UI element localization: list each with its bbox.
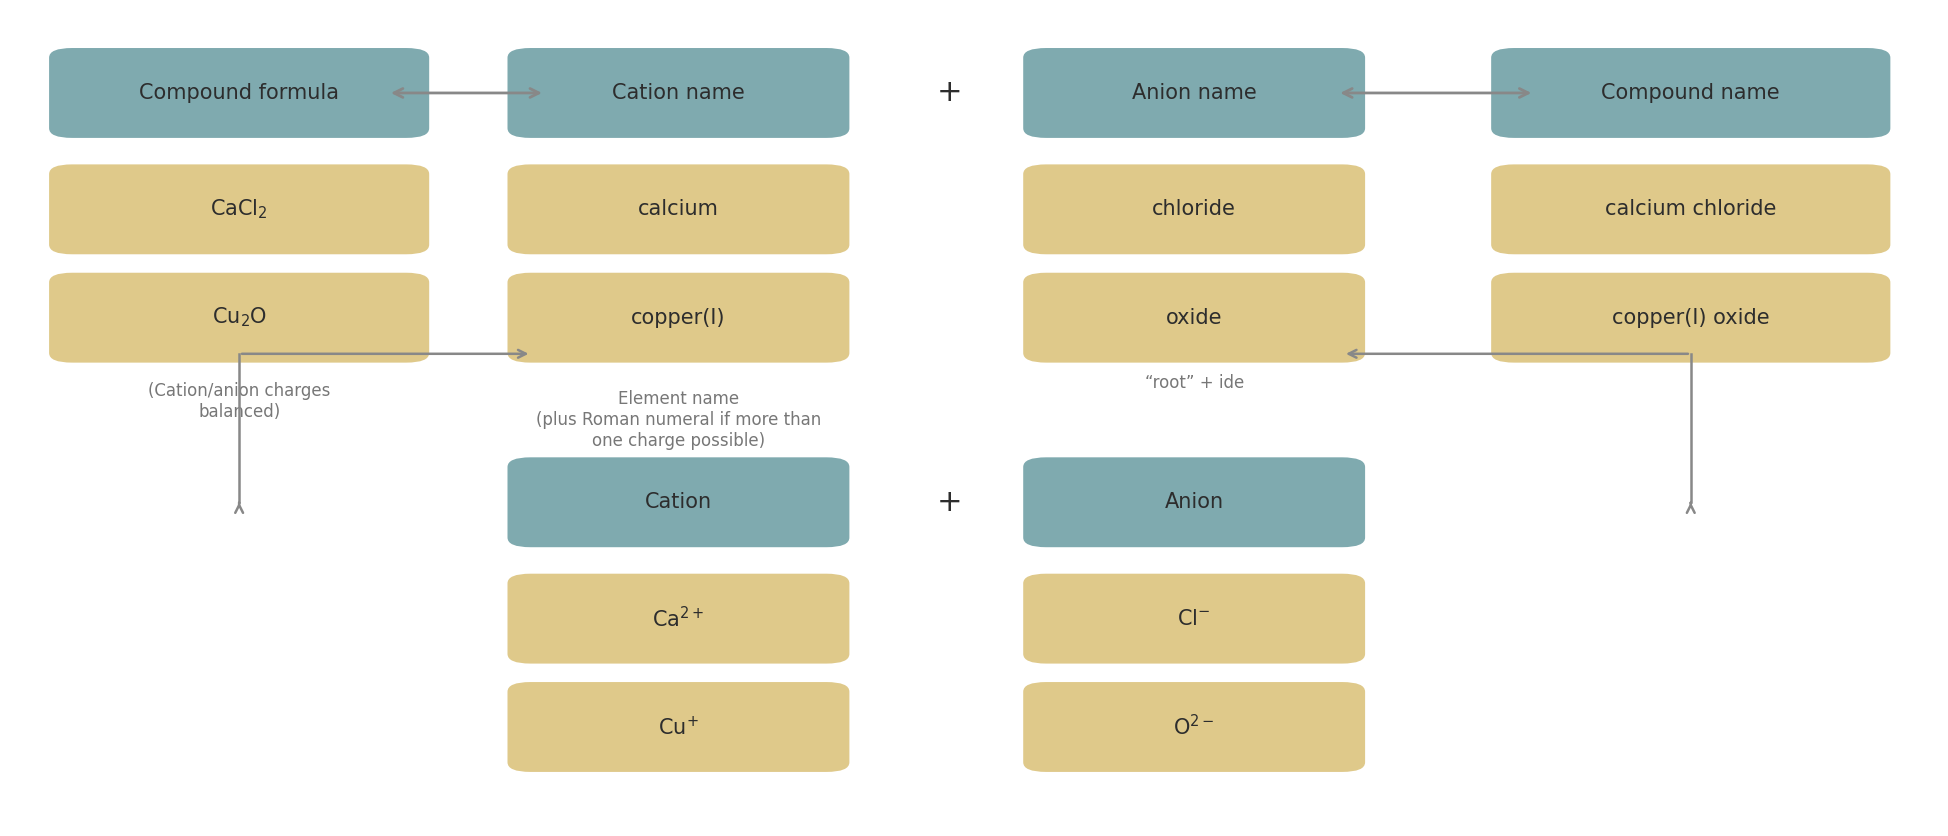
FancyBboxPatch shape (1023, 682, 1364, 772)
Text: +: + (937, 487, 962, 517)
FancyBboxPatch shape (1490, 273, 1890, 363)
Text: O$^{2-}$: O$^{2-}$ (1173, 715, 1214, 740)
Text: oxide: oxide (1165, 308, 1221, 328)
Text: Compound name: Compound name (1601, 83, 1779, 103)
FancyBboxPatch shape (1023, 457, 1364, 548)
Text: Cu$_2$O: Cu$_2$O (212, 306, 267, 329)
FancyBboxPatch shape (506, 457, 849, 548)
FancyBboxPatch shape (506, 273, 849, 363)
FancyBboxPatch shape (49, 165, 429, 254)
Text: (Cation/anion charges
balanced): (Cation/anion charges balanced) (148, 382, 329, 421)
Text: copper(I) oxide: copper(I) oxide (1611, 308, 1769, 328)
FancyBboxPatch shape (1023, 573, 1364, 664)
FancyBboxPatch shape (1490, 48, 1890, 138)
FancyBboxPatch shape (506, 682, 849, 772)
FancyBboxPatch shape (1023, 165, 1364, 254)
Text: CaCl$_2$: CaCl$_2$ (210, 197, 269, 222)
Text: Cation: Cation (645, 492, 711, 512)
FancyBboxPatch shape (1490, 165, 1890, 254)
FancyBboxPatch shape (49, 273, 429, 363)
Text: Anion: Anion (1165, 492, 1223, 512)
Text: Cu$^{+}$: Cu$^{+}$ (658, 716, 699, 739)
FancyBboxPatch shape (506, 48, 849, 138)
FancyBboxPatch shape (1023, 48, 1364, 138)
Text: Ca$^{2+}$: Ca$^{2+}$ (653, 606, 705, 631)
Text: “root” + ide: “root” + ide (1143, 374, 1243, 392)
Text: calcium: calcium (637, 199, 719, 219)
Text: +: + (937, 79, 962, 108)
Text: calcium chloride: calcium chloride (1605, 199, 1775, 219)
Text: copper(I): copper(I) (631, 308, 725, 328)
Text: Compound formula: Compound formula (138, 83, 339, 103)
FancyBboxPatch shape (49, 48, 429, 138)
Text: Anion name: Anion name (1132, 83, 1256, 103)
Text: chloride: chloride (1151, 199, 1235, 219)
Text: Cation name: Cation name (612, 83, 744, 103)
Text: Cl$^{-}$: Cl$^{-}$ (1177, 609, 1210, 629)
FancyBboxPatch shape (506, 573, 849, 664)
FancyBboxPatch shape (506, 165, 849, 254)
Text: Element name
(plus Roman numeral if more than
one charge possible): Element name (plus Roman numeral if more… (536, 390, 820, 450)
FancyBboxPatch shape (1023, 273, 1364, 363)
